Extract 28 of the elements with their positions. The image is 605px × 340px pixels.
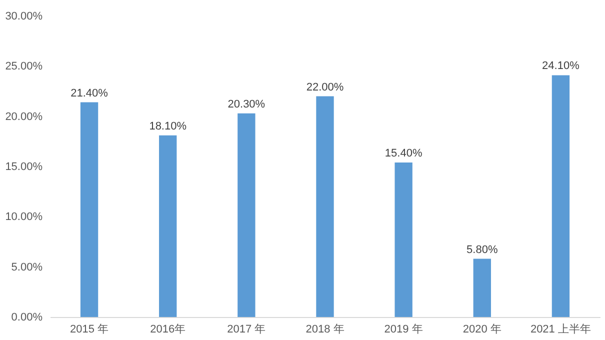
y-tick-label: 10.00% (5, 211, 43, 224)
bar (159, 135, 177, 317)
data-label: 5.80% (466, 244, 498, 256)
y-tick-label: 25.00% (5, 60, 43, 73)
bar (394, 162, 412, 317)
x-tick-label: 2016年 (150, 324, 186, 336)
bar (316, 96, 334, 317)
y-tick-label: 30.00% (5, 10, 43, 22)
y-tick-label: 15.00% (5, 161, 43, 173)
x-tick-label: 2021 上半年 (530, 322, 591, 336)
data-label: 20.30% (228, 98, 266, 110)
bar (80, 102, 98, 317)
data-label: 21.40% (70, 87, 108, 100)
y-tick-label: 5.00% (11, 261, 43, 274)
y-tick-label: 0.00% (11, 312, 43, 324)
bar (552, 75, 570, 317)
bar (238, 113, 256, 317)
y-tick-label: 20.00% (5, 110, 43, 123)
data-label: 22.00% (306, 81, 344, 94)
data-label: 15.40% (384, 147, 422, 160)
x-tick-label: 2015 年 (70, 324, 109, 336)
x-tick-label: 2019 年 (384, 324, 423, 336)
bar (473, 258, 491, 317)
data-label: 18.10% (149, 120, 187, 132)
x-tick-label: 2017 年 (227, 324, 266, 336)
x-tick-label: 2018 年 (306, 324, 344, 336)
data-label: 24.10% (542, 60, 580, 72)
x-tick-label: 2020 年 (462, 324, 502, 336)
